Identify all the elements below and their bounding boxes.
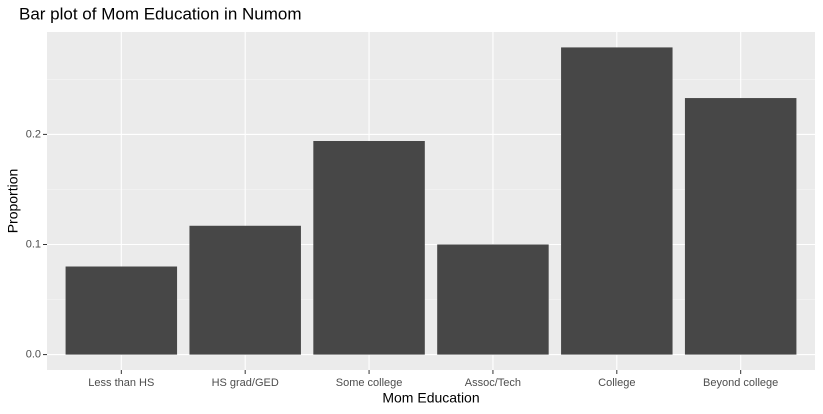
- x-tick-label: Assoc/Tech: [465, 377, 521, 389]
- bar: [684, 98, 797, 355]
- bar: [65, 266, 178, 355]
- y-axis-title: Proportion: [5, 169, 21, 234]
- x-tick-label: College: [598, 377, 635, 389]
- y-tick-label: 0.1: [26, 238, 41, 250]
- x-tick-label: Less than HS: [88, 377, 154, 389]
- y-tick-label: 0.0: [26, 348, 41, 360]
- bar: [313, 140, 425, 355]
- x-axis-title: Mom Education: [382, 390, 479, 406]
- bar: [561, 47, 673, 355]
- chart-title: Bar plot of Mom Education in Numom: [19, 4, 302, 23]
- y-tick-label: 0.2: [26, 128, 41, 140]
- x-tick-label: Some college: [336, 377, 403, 389]
- bar: [437, 244, 549, 355]
- x-tick-label: Beyond college: [703, 377, 778, 389]
- x-tick-label: HS grad/GED: [212, 377, 279, 389]
- bar: [189, 225, 301, 355]
